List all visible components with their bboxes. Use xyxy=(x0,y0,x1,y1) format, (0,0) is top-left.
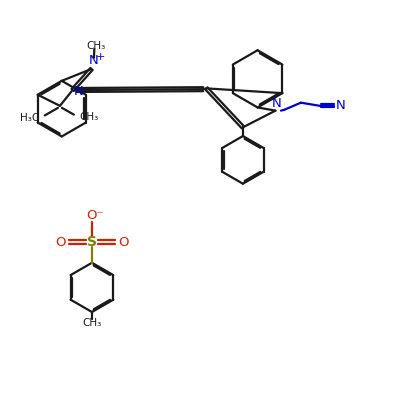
Text: H₃C: H₃C xyxy=(20,113,39,123)
Text: N: N xyxy=(88,54,98,67)
Text: CH₃: CH₃ xyxy=(82,318,102,328)
Text: +: + xyxy=(96,52,105,62)
Text: O: O xyxy=(118,236,128,249)
Text: CH₃: CH₃ xyxy=(80,112,99,122)
Text: N: N xyxy=(74,85,84,98)
Text: S: S xyxy=(87,235,97,249)
Text: CH₃: CH₃ xyxy=(86,41,105,51)
Text: N: N xyxy=(272,97,282,110)
Text: O: O xyxy=(55,236,66,249)
Text: O⁻: O⁻ xyxy=(86,209,104,222)
Text: N: N xyxy=(336,99,346,112)
